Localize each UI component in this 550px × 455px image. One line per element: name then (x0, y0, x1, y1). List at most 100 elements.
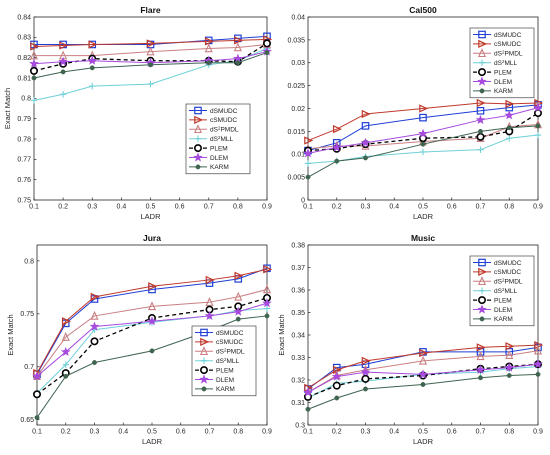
data-point (334, 395, 340, 401)
data-point (29, 58, 39, 68)
y-tick-label: 0.78 (17, 136, 31, 143)
x-tick-label: 0.1 (303, 204, 313, 211)
data-point (264, 313, 270, 319)
data-point (205, 275, 215, 285)
series-csmudc (304, 98, 544, 145)
data-point (88, 40, 98, 49)
data-point (204, 310, 215, 321)
y-axis-label: Exact Match (3, 88, 12, 129)
x-tick-label: 0.9 (533, 204, 543, 211)
legend-swatch-marker (478, 59, 486, 66)
data-point (419, 104, 429, 113)
data-point (62, 361, 69, 368)
data-point (30, 42, 40, 51)
x-tick-label: 0.9 (262, 429, 272, 436)
y-tick-label: 0.31 (291, 400, 305, 407)
legend-label: KARM (494, 316, 513, 323)
data-point (262, 298, 272, 308)
series-ds2pmdl (32, 284, 272, 381)
legend-label: PLEM (210, 145, 228, 152)
chart-title: Jura (143, 233, 161, 243)
data-point (204, 43, 213, 53)
data-point (419, 148, 427, 156)
data-point (361, 356, 371, 366)
legend-swatch-marker (200, 337, 210, 347)
data-point (332, 124, 342, 134)
x-axis-label: LADR (142, 437, 163, 446)
data-point (146, 39, 156, 48)
y-axis-label: Exact Match (6, 314, 15, 355)
data-point (147, 80, 154, 88)
y-tick-label: 0 (301, 197, 305, 204)
series-karm (305, 123, 541, 180)
x-tick-label: 0.6 (447, 204, 457, 211)
x-tick-label: 0.1 (29, 204, 39, 211)
y-tick-label: 0.79 (17, 116, 31, 123)
y-tick-label: 0.75 (20, 311, 34, 318)
legend-swatch-marker (477, 48, 487, 58)
series-line (34, 43, 268, 57)
series-csmudc (304, 340, 544, 393)
y-tick-label: 0.04 (291, 14, 305, 21)
x-tick-label: 0.7 (476, 204, 486, 211)
data-point (149, 348, 155, 354)
legend-label: cSMUDC (216, 339, 243, 346)
legend-label: KARM (216, 386, 235, 393)
legend-label: PLEM (216, 367, 234, 374)
x-tick-label: 0.3 (90, 429, 100, 436)
data-point (89, 65, 95, 71)
data-point (59, 41, 69, 50)
data-point (360, 137, 371, 147)
x-tick-label: 0.7 (205, 429, 215, 436)
legend-swatch-marker (195, 164, 201, 170)
y-tick-label: 0.035 (287, 37, 305, 44)
data-point (263, 265, 273, 274)
legend-swatch-marker (478, 258, 486, 267)
data-point (262, 39, 271, 48)
series-karm (305, 371, 541, 412)
y-tick-label: 0.35 (291, 310, 305, 317)
legend-swatch-marker (200, 366, 209, 375)
data-point (506, 373, 512, 378)
data-point (363, 155, 368, 161)
data-point (304, 160, 312, 167)
data-point (89, 82, 96, 90)
legend-label: cSMUDC (494, 41, 521, 48)
data-point (59, 91, 67, 98)
data-point (148, 62, 153, 68)
x-tick-label: 0.6 (447, 429, 457, 436)
data-point (147, 301, 157, 311)
data-point (361, 109, 371, 119)
data-point (60, 69, 66, 75)
legend-label: dSMUDC (210, 108, 238, 115)
series-karm (31, 50, 270, 81)
data-point (476, 132, 485, 141)
legend-label: dS2MLL (210, 135, 233, 144)
x-tick-label: 0.3 (361, 204, 371, 211)
y-tick-label: 0.75 (17, 197, 31, 204)
data-point (476, 106, 485, 115)
y-tick-label: 0.65 (20, 417, 34, 424)
chart-panel-music: 0.1 0.2 0.3 0.4 0.5 0.6 0.7 0.8 0.9 0.3 0.31 0.32 0.… (277, 233, 544, 446)
y-tick-label: 0.005 (287, 175, 305, 182)
data-point (478, 128, 483, 134)
y-tick-label: 0.83 (17, 35, 31, 42)
y-tick-label: 0.77 (17, 157, 31, 164)
x-tick-label: 0.4 (389, 204, 399, 211)
legend-swatch-marker (479, 316, 485, 322)
data-point (535, 371, 541, 377)
y-tick-label: 0.025 (287, 83, 305, 90)
data-point (234, 36, 244, 45)
data-point (534, 131, 542, 139)
series-line (307, 344, 539, 389)
data-point (63, 373, 69, 379)
x-tick-label: 0.3 (87, 204, 97, 211)
data-point (305, 406, 311, 412)
y-tick-label: 0.7 (24, 364, 34, 371)
data-point (32, 390, 41, 399)
data-point (146, 46, 155, 56)
data-point (332, 381, 341, 390)
